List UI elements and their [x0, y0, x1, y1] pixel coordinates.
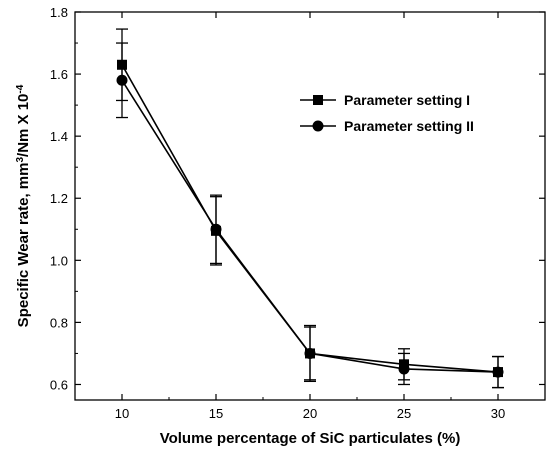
legend-item-2: Parameter setting II — [300, 118, 474, 134]
legend-marker — [313, 95, 323, 105]
x-tick-label: 15 — [209, 406, 223, 421]
y-tick-label: 1.0 — [50, 253, 68, 268]
x-tick-label: 25 — [397, 406, 411, 421]
y-tick-label: 1.6 — [50, 67, 68, 82]
legend-label: Parameter setting I — [344, 92, 470, 108]
x-tick-label: 20 — [303, 406, 317, 421]
x-tick-label: 30 — [491, 406, 505, 421]
data-point — [492, 366, 504, 378]
y-tick-label: 0.6 — [50, 377, 68, 392]
data-point — [116, 74, 128, 86]
y-tick-label: 1.4 — [50, 129, 68, 144]
x-tick-label: 10 — [115, 406, 129, 421]
legend: Parameter setting I Parameter setting II — [300, 92, 474, 134]
axis-ticks: 10 15 20 25 30 0.6 0.8 1.0 1.2 1.4 1.6 1.8 — [50, 5, 545, 421]
x-axis-title: Volume percentage of SiC particulates (%… — [160, 430, 461, 447]
series-2 — [116, 42, 504, 389]
legend-item-1: Parameter setting I — [300, 92, 470, 108]
series-layer — [116, 28, 504, 389]
y-tick-label: 1.2 — [50, 191, 68, 206]
legend-label: Parameter setting II — [344, 118, 474, 134]
data-point — [304, 347, 316, 359]
data-point — [210, 223, 222, 235]
legend-marker — [312, 120, 324, 132]
data-point — [398, 363, 410, 375]
y-tick-label: 0.8 — [50, 315, 68, 330]
y-axis-title: Specific Wear rate, mm3/Nm X 10-4 — [15, 84, 33, 327]
y-tick-label: 1.8 — [50, 5, 68, 20]
